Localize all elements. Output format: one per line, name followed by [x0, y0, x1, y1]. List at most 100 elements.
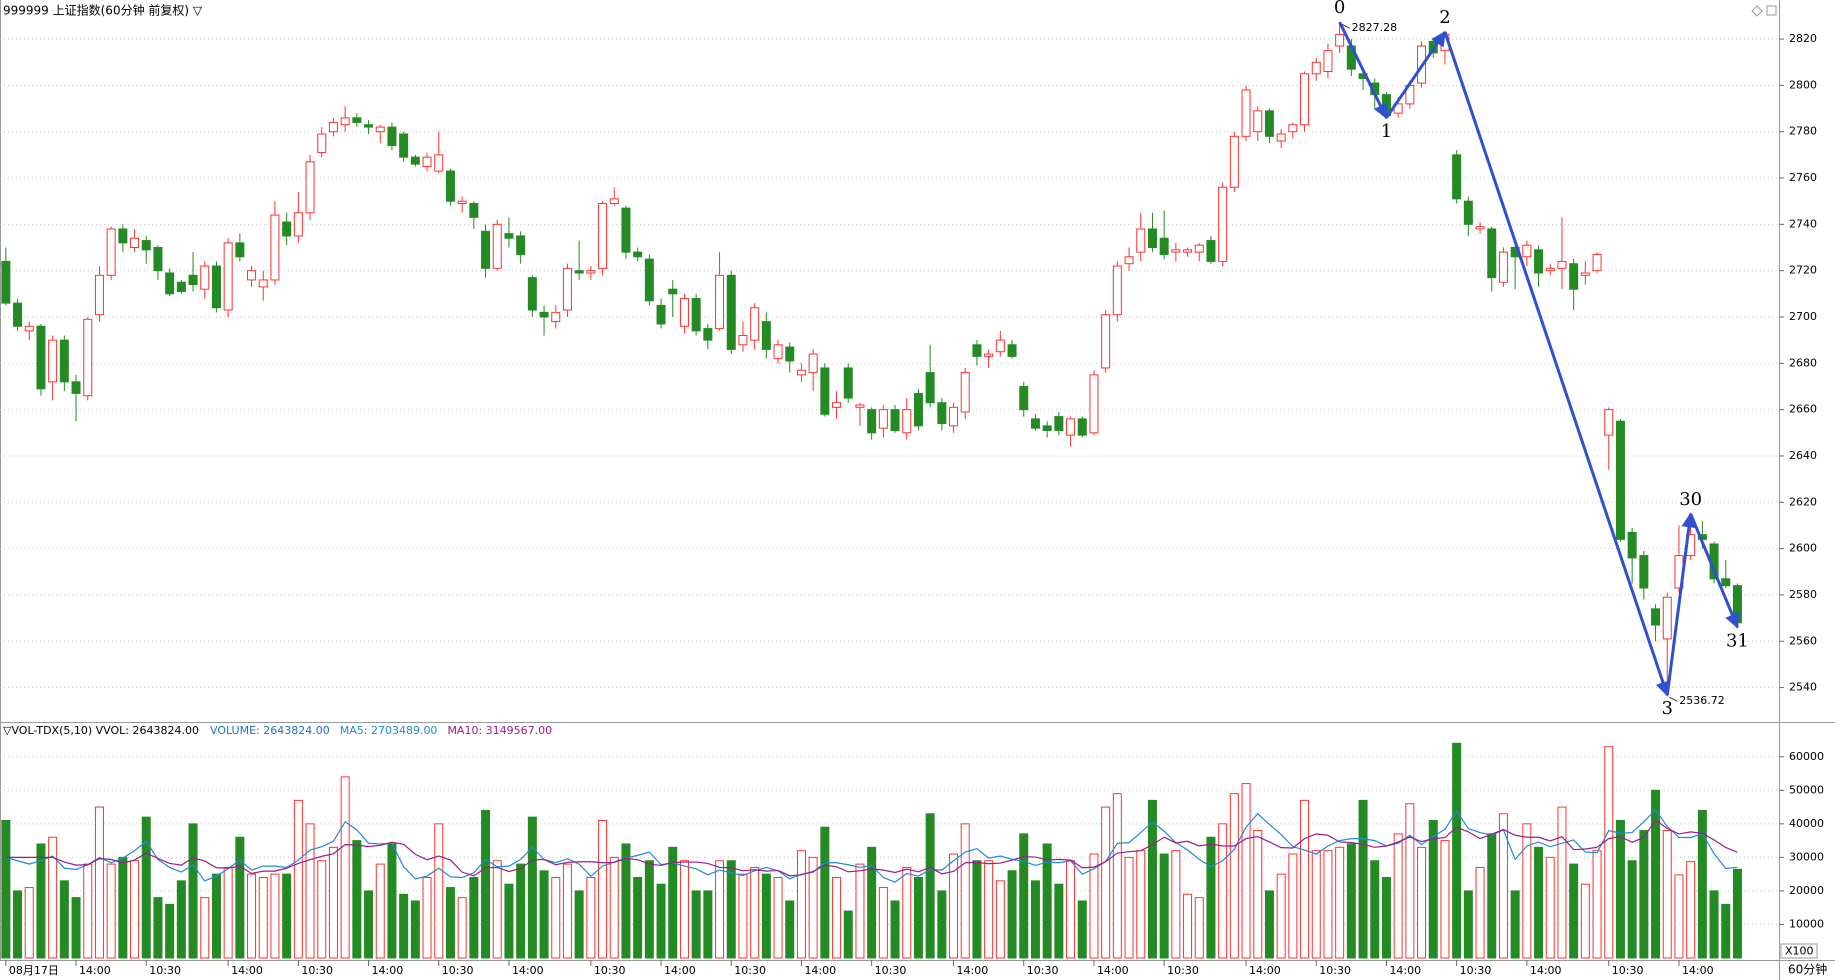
candle-body — [176, 281, 186, 293]
candle-body — [785, 346, 795, 362]
volume-bar — [1241, 783, 1251, 959]
volume-bar — [1089, 853, 1099, 959]
volume-bar — [445, 887, 455, 959]
volume-bar — [469, 877, 479, 959]
x-tick-label: 10:30 — [734, 964, 766, 977]
candle-body — [574, 270, 584, 274]
price-leader — [1669, 696, 1678, 702]
candle-body — [937, 402, 947, 425]
unit-label: X100 — [1785, 945, 1814, 958]
volume-bar — [1662, 830, 1672, 959]
candle-body — [141, 240, 151, 251]
volume-bar — [1686, 861, 1696, 959]
candle-body — [598, 203, 608, 269]
volume-bar — [1370, 860, 1380, 959]
candle-body — [434, 154, 444, 172]
candle-body — [1066, 418, 1076, 436]
volume-bar — [539, 870, 549, 959]
x-tick-label: 14:00 — [804, 964, 836, 977]
candle-body — [1604, 409, 1614, 436]
candle-body — [867, 409, 877, 434]
volume-bar — [995, 880, 1005, 959]
volume-bar — [1615, 819, 1625, 959]
candle-body — [352, 117, 362, 123]
volume-bar — [1346, 843, 1356, 959]
wave-label: 30 — [1679, 489, 1702, 510]
volume-bar — [832, 877, 842, 959]
volume-bar — [574, 890, 584, 959]
volume-bar — [785, 900, 795, 959]
volume-bar — [1534, 846, 1544, 959]
candle-body — [808, 353, 818, 374]
wave-segment — [1443, 31, 1671, 697]
volume-bar — [1721, 903, 1731, 959]
volume-bar — [890, 900, 900, 959]
volume-bar — [972, 860, 982, 959]
volume-bar — [1463, 890, 1473, 959]
volume-bar — [586, 877, 596, 959]
x-tick-label: 10:30 — [1167, 964, 1199, 977]
volume-bar — [551, 877, 561, 959]
volume-bar — [83, 863, 93, 959]
candle-body — [1206, 240, 1216, 262]
candle-body — [679, 297, 689, 327]
candle-body — [1335, 33, 1345, 47]
candle-body — [527, 277, 537, 311]
candle-body — [1323, 50, 1333, 72]
x-tick-label: 10:30 — [301, 964, 333, 977]
candle-body — [317, 133, 327, 154]
candle-body — [1311, 61, 1321, 75]
candle-body — [1300, 73, 1310, 126]
volume-bar — [1639, 830, 1649, 959]
volume-bar — [293, 799, 303, 959]
volume-bar — [1264, 890, 1274, 959]
candle-body — [1147, 228, 1157, 249]
legend-label: MA10: 3149567.00 — [447, 724, 552, 737]
y-tick-label: 50000 — [1789, 783, 1824, 796]
volume-bar — [410, 900, 420, 959]
candle-body — [71, 381, 81, 394]
volume-bar — [796, 850, 806, 959]
volume-bar — [481, 809, 491, 959]
y-tick-label: 2640 — [1789, 449, 1817, 462]
ma-line — [5, 808, 1738, 883]
volume-bar — [211, 873, 221, 959]
volume-bar — [1311, 850, 1321, 959]
candle-body — [726, 274, 736, 350]
candle-body — [1288, 124, 1298, 133]
volume-bar — [223, 866, 233, 959]
y-tick-label: 2600 — [1789, 542, 1817, 555]
candle-body — [469, 203, 479, 218]
volume-bar — [188, 823, 198, 959]
y-tick-label: 2820 — [1789, 32, 1817, 45]
icon-window[interactable] — [1766, 5, 1777, 16]
volume-bar — [504, 883, 514, 959]
y-tick-label: 2540 — [1789, 681, 1817, 694]
volume-bar — [270, 873, 280, 959]
icon-diamond[interactable] — [1751, 5, 1763, 17]
candle-body — [715, 274, 725, 330]
volume-bar — [176, 880, 186, 959]
candle-body — [609, 198, 619, 205]
volume-bar — [1066, 860, 1076, 959]
volume-bar — [1580, 883, 1590, 959]
x-tick-label: 10:30 — [442, 964, 474, 977]
volume-bar — [820, 826, 830, 959]
volume-bar — [1487, 833, 1497, 959]
chart-title: 999999 上证指数(60分钟 前复权) ▽ — [3, 3, 203, 18]
wave-segment — [1665, 512, 1697, 696]
x-tick-label: 14:00 — [79, 964, 111, 977]
wave-label: 31 — [1726, 630, 1749, 651]
volume-bar — [1405, 803, 1415, 959]
volume-bar — [715, 860, 725, 959]
x-tick-label: 10:30 — [1319, 964, 1351, 977]
volume-bar — [375, 863, 385, 959]
x-tick-label: 14:00 — [1249, 964, 1281, 977]
volume-bar — [71, 897, 81, 959]
wave-segment — [1689, 513, 1740, 629]
x-tick-label: 14:00 — [1682, 964, 1714, 977]
candle-body — [1159, 237, 1169, 255]
volume-bar — [1440, 840, 1450, 959]
candle-body — [1183, 249, 1193, 253]
candle-body — [1639, 555, 1649, 589]
